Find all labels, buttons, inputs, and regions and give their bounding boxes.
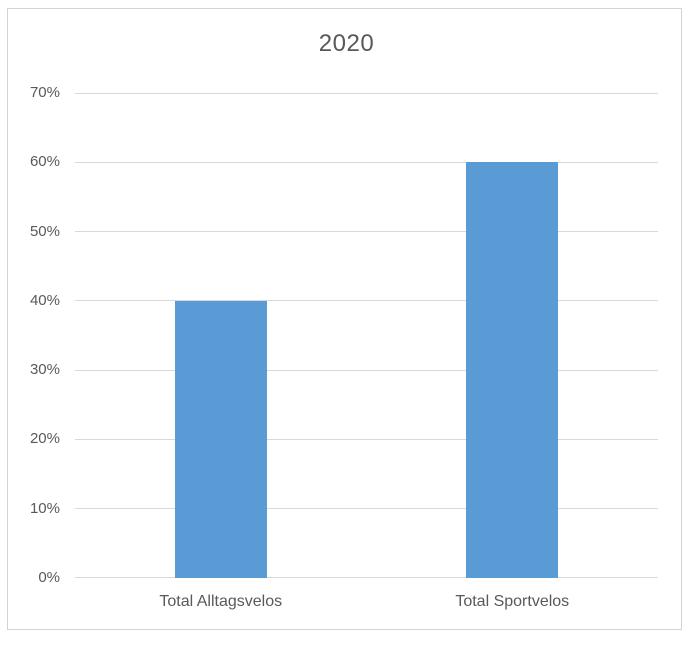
y-tick-label-60pct: 60% [29,153,60,171]
y-tick-label-50pct: 50% [29,222,60,240]
gridline [75,161,658,163]
x-category-label-total-sportvelos: Total Sportvelos [455,593,570,610]
gridline [75,438,658,440]
y-tick-label-0pct: 0% [38,569,60,586]
y-tick-label-10pct: 10% [29,499,60,517]
gridline [75,231,658,233]
gridline [75,92,658,94]
x-category-label-total-alltagsvelos: Total Alltagsvelos [159,593,283,610]
y-tick-label-20pct: 20% [29,430,60,448]
y-tick-label-30pct: 30% [29,361,60,379]
gridline [75,508,658,510]
bar-total-sportvelos [466,162,559,578]
plot-area [75,92,658,578]
y-tick-label-40pct: 40% [29,291,60,309]
gridline [75,369,658,371]
chart-frame [7,8,682,630]
y-tick-label-70pct: 70% [29,84,60,101]
chart-title: 2020 [318,30,375,57]
x-axis-line [75,577,658,578]
gridline [75,300,658,302]
bar-total-alltagsvelos [174,300,267,578]
